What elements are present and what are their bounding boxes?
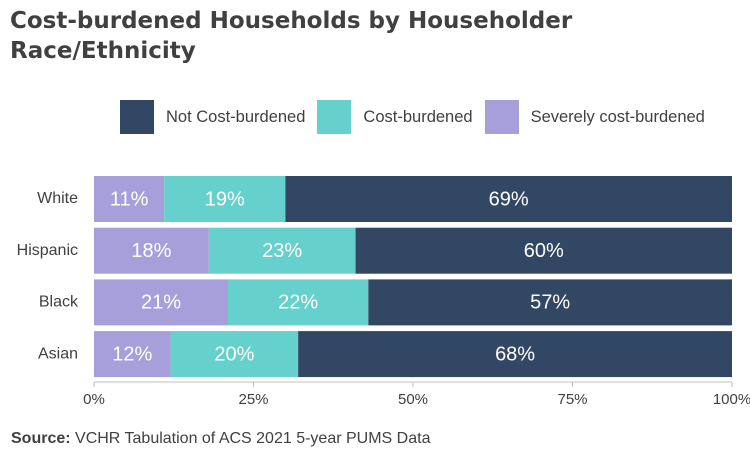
category-label-white: White xyxy=(37,190,78,207)
legend-item-cost-burdened: Cost-burdened xyxy=(317,100,473,134)
bar-white-severely-cost-burdened xyxy=(94,176,165,222)
data-label-white-cost-burdened: 19% xyxy=(205,188,245,210)
bar-hispanic-not-cost-burdened xyxy=(355,227,732,274)
source-label: Source: xyxy=(11,430,71,447)
bar-black-severely-cost-burdened xyxy=(94,279,228,326)
data-label-white-not-cost-burdened: 69% xyxy=(489,188,529,210)
data-label-hispanic-not-cost-burdened: 60% xyxy=(524,240,564,262)
legend-item-not-cost-burdened: Not Cost-burdened xyxy=(120,100,305,134)
chart-legend: Not Cost-burdened Cost-burdened Severely… xyxy=(120,100,717,134)
x-tick-label: 25% xyxy=(238,391,268,408)
data-label-asian-cost-burdened: 20% xyxy=(214,343,254,365)
category-label-black: Black xyxy=(39,294,79,311)
data-label-hispanic-cost-burdened: 23% xyxy=(262,240,302,262)
chart-title: Cost-burdened Households by Householder … xyxy=(10,8,573,64)
stacked-bar-chart: White 11% 19% 69% Hispanic 18% 23% 60% Black 21% 2… xyxy=(17,176,750,408)
bar-black-cost-burdened xyxy=(227,279,369,326)
legend-label-not-cost-burdened: Not Cost-burdened xyxy=(166,107,306,126)
data-label-asian-not-cost-burdened: 68% xyxy=(495,343,535,365)
legend-swatch-not-cost-burdened xyxy=(120,100,154,134)
bar-white-not-cost-burdened xyxy=(285,176,732,222)
source-note: Source: VCHR Tabulation of ACS 2021 5-ye… xyxy=(11,430,430,448)
bar-asian-cost-burdened xyxy=(170,331,299,378)
legend-swatch-severely-cost-burdened xyxy=(484,100,519,134)
bar-hispanic-severely-cost-burdened xyxy=(94,227,209,274)
data-label-black-cost-burdened: 22% xyxy=(278,292,318,314)
data-label-asian-severely-cost-burdened: 12% xyxy=(112,343,152,365)
category-label-hispanic: Hispanic xyxy=(17,242,78,259)
x-tick-label: 100% xyxy=(713,391,750,408)
category-label-asian: Asian xyxy=(38,345,78,362)
bar-black-not-cost-burdened xyxy=(368,279,732,326)
bar-white-cost-burdened xyxy=(164,176,286,222)
x-tick-label: 0% xyxy=(83,391,105,408)
bar-asian-severely-cost-burdened xyxy=(94,331,171,378)
data-label-hispanic-severely-cost-burdened: 18% xyxy=(131,240,171,262)
x-tick-label: 75% xyxy=(557,391,587,408)
data-label-black-severely-cost-burdened: 21% xyxy=(141,292,181,314)
data-label-black-not-cost-burdened: 57% xyxy=(530,292,570,314)
bar-hispanic-cost-burdened xyxy=(208,227,356,274)
legend-label-cost-burdened: Cost-burdened xyxy=(363,107,473,126)
data-label-white-severely-cost-burdened: 11% xyxy=(110,188,149,210)
legend-item-severely-cost-burdened: Severely cost-burdened xyxy=(484,100,705,134)
x-tick-label: 50% xyxy=(398,391,428,408)
legend-label-severely-cost-burdened: Severely cost-burdened xyxy=(530,107,705,126)
bar-asian-not-cost-burdened xyxy=(298,331,732,378)
legend-swatch-cost-burdened xyxy=(317,100,352,134)
source-text: VCHR Tabulation of ACS 2021 5-year PUMS … xyxy=(70,430,431,447)
